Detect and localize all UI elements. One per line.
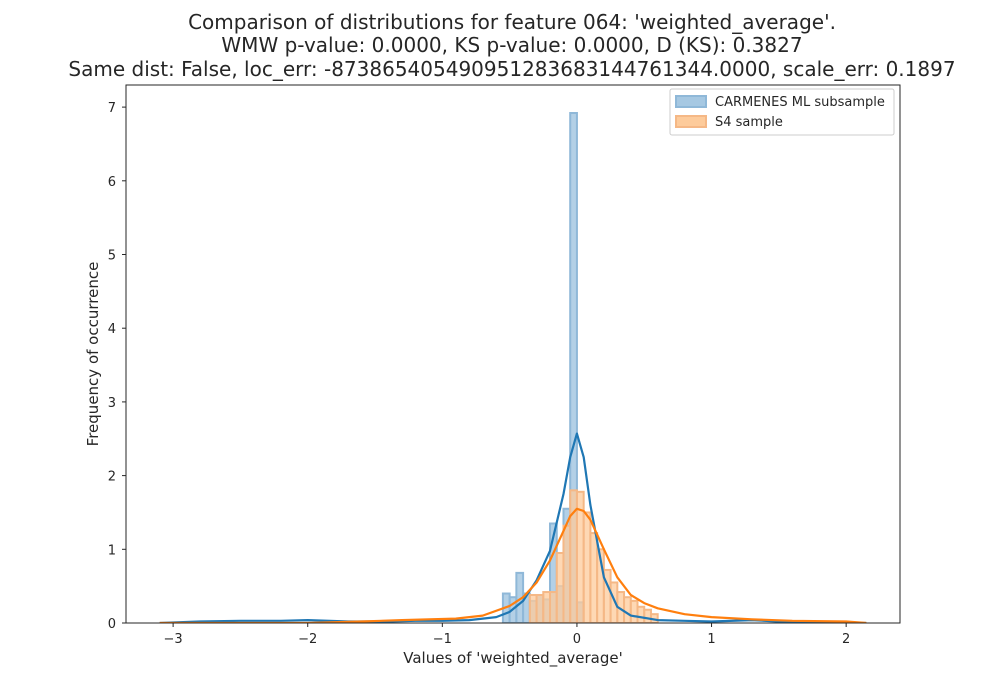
s4-histogram-bar	[542, 591, 552, 623]
legend-swatch-s4	[675, 115, 707, 128]
legend-swatch-carmenes	[675, 95, 707, 108]
y-axis-label: Frequency of occurrence	[84, 262, 102, 447]
x-axis-label: Values of 'weighted_average'	[403, 649, 622, 668]
title-line-2: WMW p-value: 0.0000, KS p-value: 0.0000,…	[221, 33, 802, 57]
s4-histogram-bar	[623, 596, 632, 623]
y-tick-label: 5	[108, 249, 116, 264]
s4-histogram-bar	[643, 608, 652, 623]
s4-histogram-bar	[549, 591, 558, 623]
plot-area	[159, 112, 867, 623]
title-line-1: Comparison of distributions for feature …	[188, 10, 836, 34]
x-tick-label: 0	[573, 632, 581, 647]
x-axis-ticks: −3 −2 −1 0 1 2	[164, 623, 850, 647]
carmenes-kde-curve	[159, 432, 867, 623]
chart-title: Comparison of distributions for feature …	[68, 10, 955, 81]
y-tick-label: 6	[108, 175, 116, 190]
y-tick-label: 4	[108, 322, 116, 337]
s4-histogram-bar	[582, 511, 592, 623]
x-tick-label: −1	[433, 632, 452, 647]
s4-histogram-bar	[589, 532, 599, 623]
x-tick-label: 1	[707, 632, 715, 647]
legend-label-s4: S4 sample	[715, 115, 783, 130]
legend-frame	[669, 88, 895, 136]
legend: CARMENES ML subsample S4 sample	[669, 88, 895, 136]
x-tick-label: 2	[842, 632, 850, 647]
s4-histogram-bar	[562, 524, 572, 623]
x-tick-label: −2	[298, 632, 317, 647]
y-tick-label: 2	[108, 470, 116, 485]
s4-histogram-bar	[535, 593, 545, 623]
s4-histogram-bar	[636, 605, 646, 623]
legend-label-carmenes: CARMENES ML subsample	[715, 95, 885, 110]
plot-frame	[125, 84, 901, 624]
y-tick-label: 7	[108, 101, 116, 116]
s4-histogram-bar	[555, 551, 565, 623]
title-line-3: Same dist: False, loc_err: -873865405490…	[68, 57, 955, 81]
y-axis-ticks: 0 1 2 3 4 5 6 7	[108, 101, 126, 632]
y-tick-label: 0	[108, 617, 116, 632]
s4-histogram-bar	[528, 593, 538, 623]
s4-kde-curve	[159, 507, 867, 623]
s4-histogram-bar	[629, 599, 639, 623]
y-tick-label: 3	[108, 396, 116, 411]
x-tick-label: −3	[164, 632, 183, 647]
y-tick-label: 1	[108, 543, 116, 558]
